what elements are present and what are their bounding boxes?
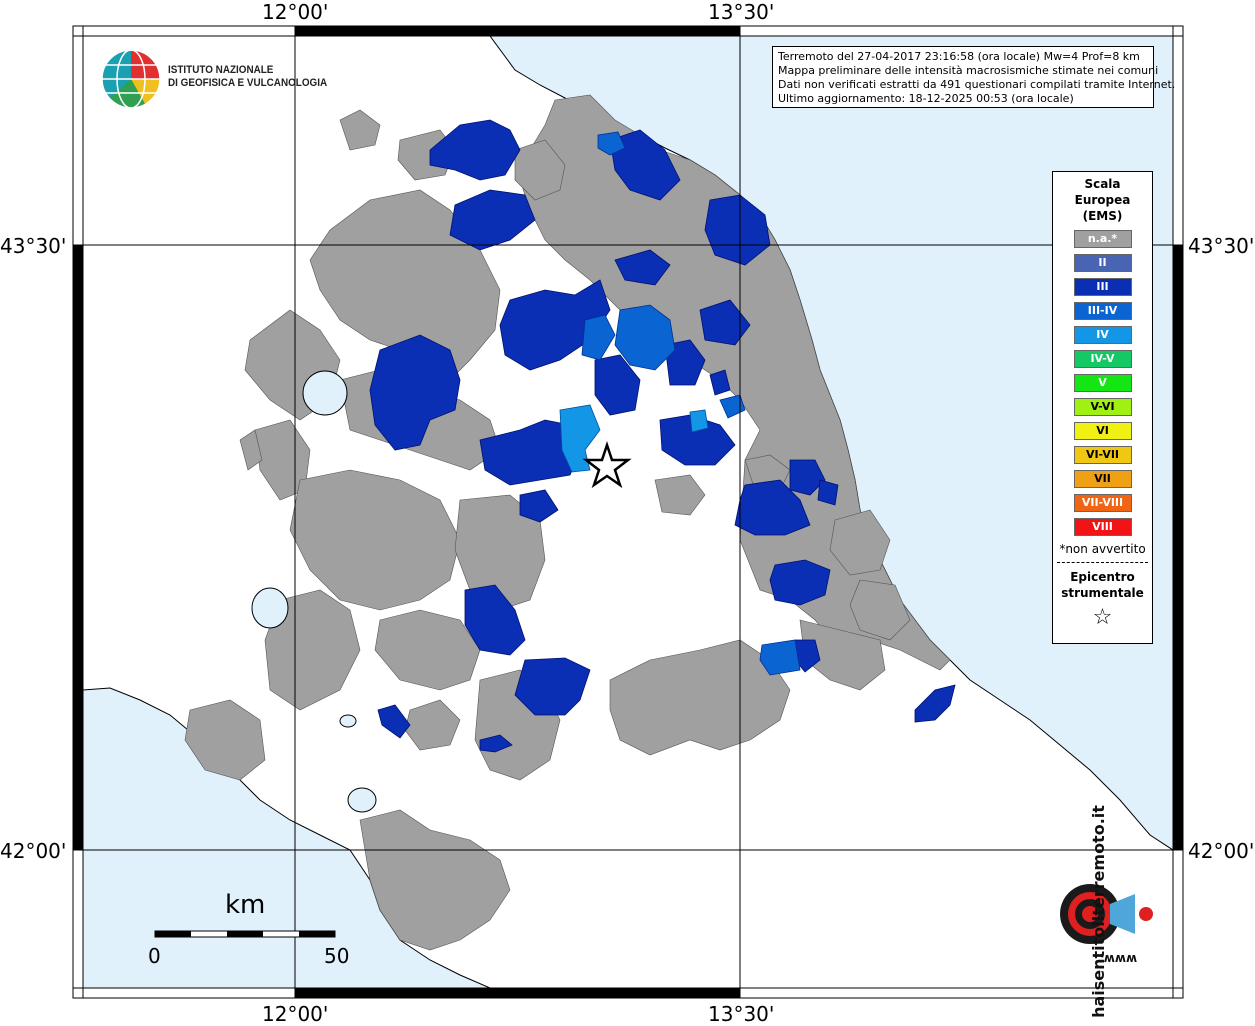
ingv-name: ISTITUTO NAZIONALE DI GEOFISICA E VULCAN…	[168, 64, 327, 90]
lakes	[251, 370, 377, 813]
coord-top-13-30: 13°30'	[708, 0, 775, 24]
municipalities-intensity-iii	[369, 119, 956, 753]
hsit-www: www.	[1100, 952, 1138, 966]
legend-item-viii: VIII	[1073, 518, 1132, 536]
ingv-name-line1: ISTITUTO NAZIONALE	[168, 64, 274, 76]
legend-star-icon: ☆	[1092, 605, 1113, 630]
event-info-box: Terremoto del 27-04-2017 23:16:58 (ora l…	[772, 46, 1176, 108]
legend-item-iii-iv: III-IV	[1073, 302, 1132, 320]
coord-bottom-13-30: 13°30'	[708, 1002, 775, 1026]
coord-left-43-30: 43°30'	[0, 234, 67, 258]
legend-epicenter-label: Epicentro strumentale	[1053, 569, 1152, 601]
lake-bracciano	[347, 787, 377, 813]
hsit-target-icon	[1060, 884, 1153, 944]
scale-unit: km	[225, 890, 266, 920]
legend-item-vii: VII	[1073, 470, 1132, 488]
coord-bottom-12-00: 12°00'	[262, 1002, 329, 1026]
legend-item-v: V	[1073, 374, 1132, 392]
coord-left-42-00: 42°00'	[0, 839, 67, 863]
graticule	[83, 36, 1173, 988]
event-info-line4: Ultimo aggiornamento: 18-12-2025 00:53 (…	[778, 92, 1074, 105]
coord-right-43-30: 43°30'	[1188, 234, 1255, 258]
hsit-url: haisentitoilterremoto.it	[1088, 805, 1108, 1018]
legend-epicenter-line1: Epicentro	[1070, 570, 1135, 584]
legend-item-ii: II	[1073, 254, 1132, 272]
legend-epicenter-line2: strumentale	[1061, 586, 1144, 600]
legend-item-vii-viii: VII-VIII	[1073, 494, 1132, 512]
globe-icon	[101, 49, 161, 109]
legend-title: Scala Europea (EMS)	[1053, 176, 1152, 224]
event-info-line3: Dati non verificati estratti da 491 ques…	[778, 78, 1176, 91]
legend-title-line3: (EMS)	[1082, 209, 1123, 223]
tyrrhenian-sea	[83, 687, 491, 988]
legend-item-na: n.a.*	[1073, 230, 1132, 248]
lake-bolsena	[251, 587, 289, 629]
legend-separator	[1057, 562, 1148, 563]
lake-vico	[339, 714, 357, 728]
legend-title-line2: Europea	[1074, 193, 1131, 207]
ems-legend: Scala Europea (EMS) n.a.* II III III-IV …	[1052, 171, 1153, 644]
coord-right-42-00: 42°00'	[1188, 839, 1255, 863]
event-info-line2: Mappa preliminare delle intensità macros…	[778, 64, 1159, 77]
ingv-logo: ISTITUTO NAZIONALE DI GEOFISICA E VULCAN…	[100, 46, 330, 110]
legend-title-line1: Scala	[1084, 177, 1121, 191]
scale-bar	[154, 930, 336, 938]
coord-top-12-00: 12°00'	[262, 0, 329, 24]
legend-item-iv-v: IV-V	[1073, 350, 1132, 368]
legend-item-v-vi: V-VI	[1073, 398, 1132, 416]
event-info-line1: Terremoto del 27-04-2017 23:16:58 (ora l…	[778, 50, 1140, 63]
legend-item-vi-vii: VI-VII	[1073, 446, 1132, 464]
map-border	[72, 25, 1184, 999]
scale-end: 50	[324, 944, 350, 968]
lake-trasimeno	[302, 370, 348, 416]
scale-start: 0	[148, 944, 161, 968]
epicenter-star-icon	[582, 441, 632, 489]
legend-note: *non avvertito	[1059, 542, 1146, 556]
municipalities-intensity-iii-iv	[581, 131, 801, 676]
municipalities-intensity-iv	[559, 404, 709, 473]
hsit-logo: haisentitoilterremoto.it www.	[1030, 805, 1160, 1018]
ingv-name-line2: DI GEOFISICA E VULCANOLOGIA	[168, 77, 328, 89]
legend-item-vi: VI	[1073, 422, 1132, 440]
legend-item-iii: III	[1073, 278, 1132, 296]
legend-item-iv: IV	[1073, 326, 1132, 344]
legend-items: n.a.* II III III-IV IV IV-V V V-VI VI VI…	[1053, 230, 1152, 536]
hsit-text: haisentitoilterremoto.it	[1089, 805, 1108, 1018]
